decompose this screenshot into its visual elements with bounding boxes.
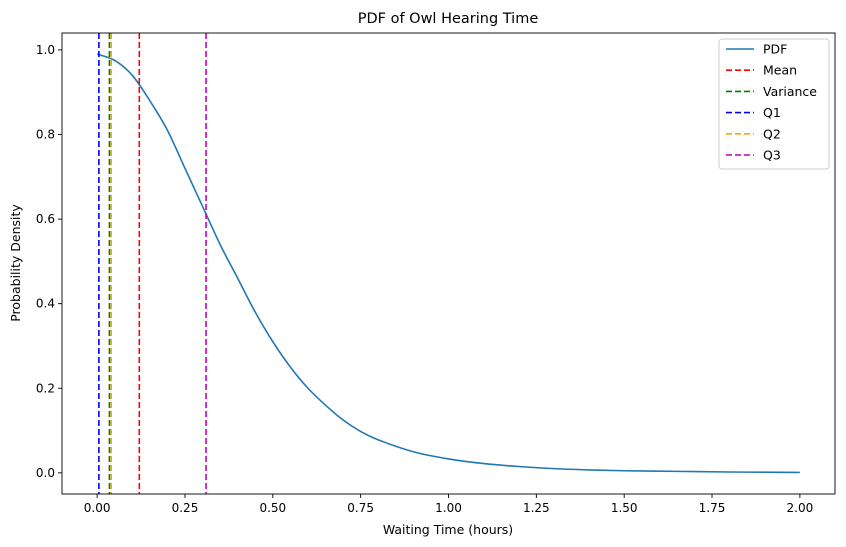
chart-title: PDF of Owl Hearing Time [358, 11, 539, 27]
legend-label-variance: Variance [763, 84, 817, 99]
x-axis-label: Waiting Time (hours) [383, 522, 513, 537]
x-tick-label: 2.00 [787, 501, 814, 515]
x-tick-label: 1.50 [611, 501, 638, 515]
series-line-pdf [96, 53, 800, 474]
x-tick-label: 1.75 [699, 501, 726, 515]
x-tick-label: 1.25 [523, 501, 550, 515]
y-tick-label: 0.8 [36, 128, 55, 142]
legend-label-mean: Mean [763, 63, 797, 78]
y-axis-ticks: 0.0 0.2 0.4 0.6 0.8 1.0 [36, 43, 62, 480]
x-axis-ticks: 0.00 0.25 0.50 0.75 1.00 1.25 1.50 1.75 2.00 [84, 494, 813, 515]
x-tick-label: 0.75 [347, 501, 374, 515]
legend-label-q2: Q2 [763, 126, 781, 141]
y-tick-label: 0.2 [36, 381, 55, 395]
legend-box [718, 38, 830, 170]
plot-lines [96, 33, 800, 494]
x-tick-label: 0.25 [172, 501, 199, 515]
legend-label-q3: Q3 [763, 148, 781, 163]
y-tick-label: 1.0 [36, 43, 55, 57]
legend-label-pdf: PDF [763, 42, 787, 57]
x-tick-label: 1.00 [435, 501, 462, 515]
y-tick-label: 0.6 [36, 212, 55, 226]
x-tick-label: 0.00 [84, 501, 111, 515]
y-tick-label: 0.0 [36, 466, 55, 480]
legend-label-q1: Q1 [763, 105, 781, 120]
legend: PDF Mean Variance Q1 Q2 Q3 [718, 38, 830, 170]
y-axis-label: Probability Density [8, 204, 23, 322]
y-tick-label: 0.4 [36, 297, 55, 311]
x-tick-label: 0.50 [259, 501, 286, 515]
